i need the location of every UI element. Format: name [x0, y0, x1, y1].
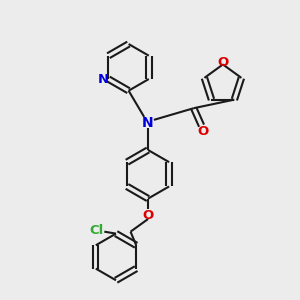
Text: O: O — [142, 208, 154, 222]
Text: N: N — [142, 116, 154, 130]
Text: Cl: Cl — [89, 224, 104, 237]
Text: O: O — [197, 125, 208, 138]
Text: N: N — [98, 73, 109, 85]
Text: O: O — [217, 56, 229, 70]
